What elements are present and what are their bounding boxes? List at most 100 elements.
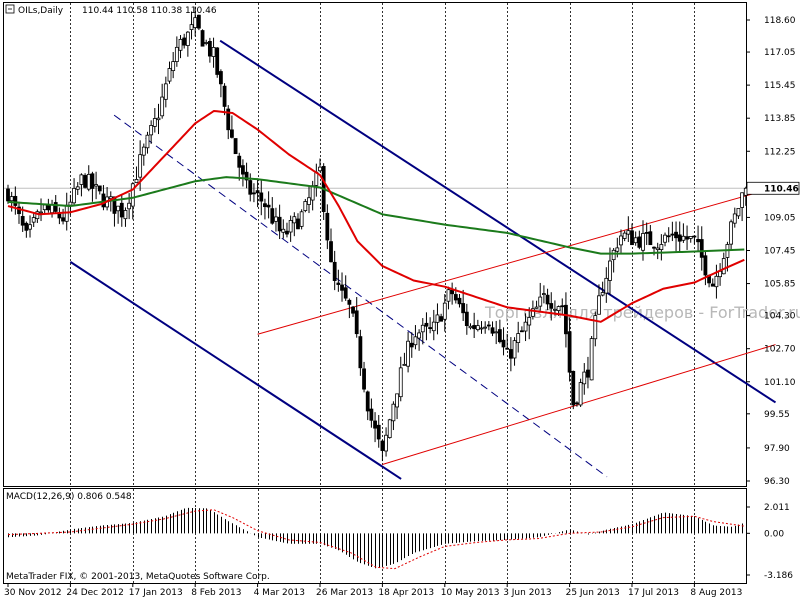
candle <box>538 282 543 311</box>
candle <box>94 171 98 200</box>
date-tick-label: 17 Jul 2013 <box>628 588 679 598</box>
candle <box>406 331 410 373</box>
candle <box>332 250 337 291</box>
candle <box>343 275 348 301</box>
candle <box>461 289 466 321</box>
collapse-icon[interactable] <box>5 4 15 14</box>
candle <box>207 37 212 63</box>
price-tick-label: 107.45 <box>764 247 796 257</box>
candle <box>215 47 220 78</box>
candle <box>395 393 399 420</box>
price-tick-label: 113.85 <box>764 114 796 124</box>
candle <box>501 327 506 356</box>
price-tick-label: 105.85 <box>764 280 796 290</box>
candle <box>196 14 201 31</box>
candle <box>413 325 418 350</box>
candle <box>24 221 29 238</box>
svg-text:Торговля для трейдеров - ForTr: Торговля для трейдеров - ForTrader.ru <box>484 303 800 322</box>
ohlc-values: 110.44 110.58 110.38 110.46 <box>82 6 217 16</box>
copyright-text: MetaTrader FIX, © 2001-2013, MetaQuotes … <box>6 572 270 582</box>
date-tick-label: 26 Mar 2013 <box>316 588 373 598</box>
candle <box>663 232 667 247</box>
candle <box>729 219 734 251</box>
price-tick-label: 102.70 <box>764 345 796 355</box>
candle <box>116 205 121 224</box>
candle <box>141 143 146 166</box>
candle <box>373 412 377 443</box>
candle <box>163 76 168 108</box>
candle <box>519 326 524 333</box>
price-tick-label: 118.60 <box>764 16 796 26</box>
candle <box>692 235 697 245</box>
candle <box>681 223 686 243</box>
candle <box>688 236 693 243</box>
candle <box>428 317 433 334</box>
candle <box>435 303 440 335</box>
price-tick-label: 109.05 <box>764 213 796 223</box>
date-tick-label: 8 Aug 2013 <box>690 588 742 598</box>
candle <box>281 219 286 239</box>
candle <box>149 120 154 144</box>
candle <box>582 363 587 395</box>
macd-label: MACD(12,26,9) 0.806 0.548 <box>6 492 132 502</box>
candle <box>112 196 117 227</box>
candle <box>483 321 488 334</box>
candle <box>285 222 289 238</box>
candle <box>90 171 95 202</box>
candle <box>703 250 708 286</box>
candle <box>376 414 381 448</box>
candle <box>578 378 583 407</box>
date-tick-label: 8 Feb 2013 <box>191 588 241 598</box>
macd-tick-label: 0.00 <box>764 529 784 539</box>
candle <box>391 401 396 431</box>
candle <box>626 216 631 242</box>
trend-line-downtrend-upper <box>219 39 777 404</box>
price-tick-label: 101.10 <box>764 378 796 388</box>
candle <box>277 204 282 240</box>
candle <box>152 108 157 133</box>
candle <box>527 307 532 340</box>
candle <box>233 138 238 155</box>
candle <box>296 213 300 230</box>
candle <box>575 401 579 407</box>
candle <box>567 317 572 382</box>
candle <box>740 192 745 222</box>
ma-slow-line <box>7 176 745 255</box>
candle <box>211 37 216 68</box>
macd-indicator <box>7 507 747 570</box>
candle <box>303 198 308 213</box>
candle <box>497 319 502 344</box>
candle <box>193 6 198 37</box>
candle <box>630 223 634 246</box>
candle <box>218 69 223 98</box>
candle <box>167 61 172 84</box>
candle <box>685 225 689 250</box>
candle <box>516 321 521 353</box>
candle <box>86 165 91 192</box>
candle <box>230 115 234 139</box>
macd-tick-label: -3.186 <box>764 571 793 581</box>
candle <box>72 178 76 207</box>
candle <box>156 103 161 135</box>
trend-line-downtrend-lower <box>69 261 402 480</box>
candle <box>318 158 322 173</box>
candle <box>178 35 183 59</box>
candle <box>586 356 590 389</box>
candle <box>325 204 330 250</box>
candle <box>101 185 106 211</box>
candle <box>666 227 671 243</box>
candle <box>222 83 227 116</box>
candle <box>648 224 653 246</box>
candle <box>457 293 462 308</box>
candle <box>659 234 664 261</box>
candle <box>83 173 87 189</box>
chart-header: OILs,Daily 110.44 110.58 110.38 110.46 <box>5 4 217 16</box>
candle <box>336 269 341 292</box>
candle <box>329 228 333 263</box>
candle <box>696 225 700 252</box>
candle <box>134 166 139 184</box>
candle <box>237 152 242 181</box>
candle <box>119 195 124 227</box>
candle <box>450 282 455 305</box>
